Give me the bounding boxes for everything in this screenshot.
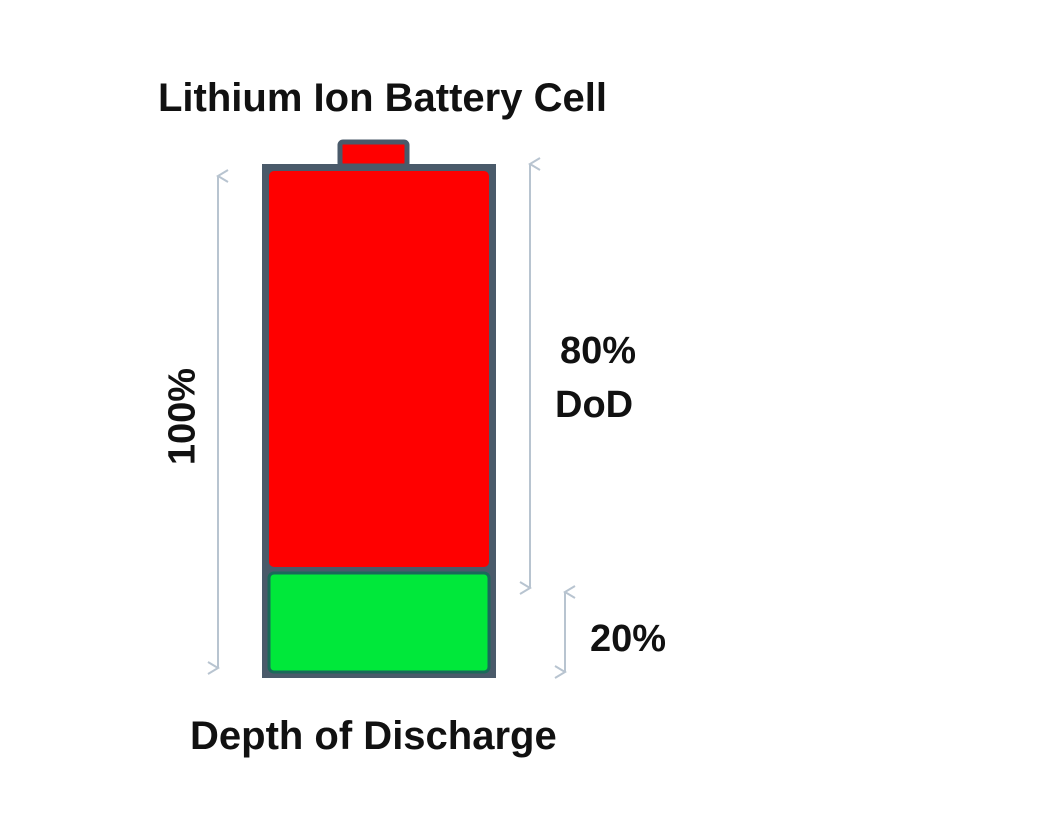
reserve-label: 20%: [590, 618, 667, 660]
dod-label: DoD: [555, 384, 634, 426]
dod-value-label: 80%: [560, 330, 637, 372]
battery-terminal: [337, 139, 410, 169]
total-label: 100%: [161, 367, 204, 466]
discharged-portion: [269, 171, 489, 567]
reserve-portion: [267, 571, 491, 674]
diagram-title: Lithium Ion Battery Cell: [158, 76, 607, 120]
diagram-caption: Depth of Discharge: [190, 714, 557, 758]
